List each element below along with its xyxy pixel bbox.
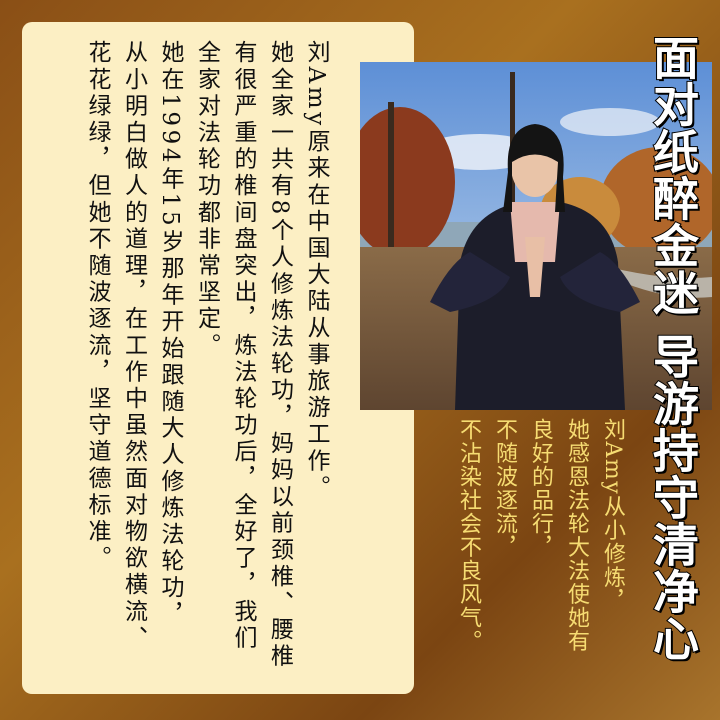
body-column: 她在1994年15岁那年开始跟随大人修炼法轮功， <box>157 40 183 629</box>
body-column: 她全家一共有8个人修炼法轮功，妈妈以前颈椎、腰椎 <box>266 40 293 671</box>
text-panel <box>22 22 414 694</box>
caption-column: 不沾染社会不良风气。 <box>456 418 481 653</box>
body-column: 有很严重的椎间盘突出，炼法轮功后，全好了，我们 <box>230 40 256 652</box>
body-column: 全家对法轮功都非常坚定。 <box>193 40 220 360</box>
caption-column: 刘Amy从小修炼， <box>600 418 625 613</box>
caption-column: 良好的品行， <box>528 418 553 559</box>
body-column: 从小明白做人的道理，在工作中虽然面对物欲横流、 <box>120 40 147 652</box>
body-column: 刘Amy原来在中国大陆从事旅游工作。 <box>303 40 329 502</box>
photo <box>360 62 712 410</box>
body-column: 花花绿绿，但她不随波逐流，坚守道德标准。 <box>84 40 110 572</box>
title: 面对纸醉金迷 导游持守清净心 <box>645 33 701 663</box>
caption-column: 她感恩法轮大法使她有 <box>564 418 589 653</box>
caption-column: 不随波逐流， <box>492 418 517 559</box>
